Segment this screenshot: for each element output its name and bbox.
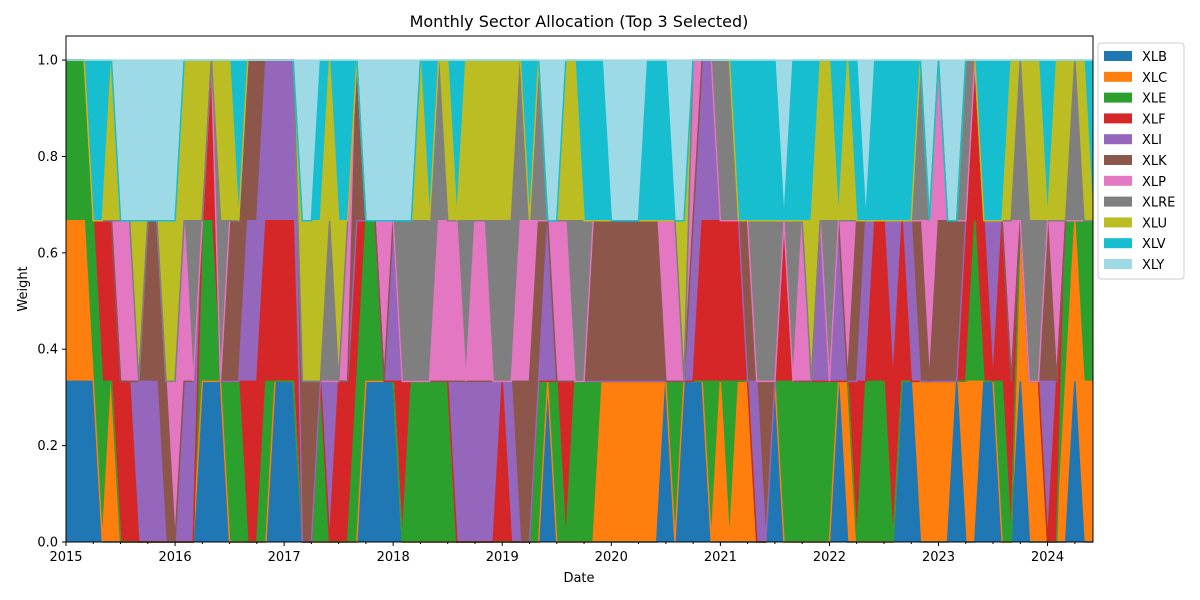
- legend-swatch-xlu: [1104, 217, 1132, 228]
- x-tick-label: 2018: [377, 550, 410, 565]
- legend-swatch-xlb: [1104, 51, 1132, 61]
- legend: XLB XLC XLE XLF XLI XLK XLP XLRE XLU XLV XLY: [1097, 42, 1185, 280]
- area-xlu: [66, 60, 1093, 382]
- legend-label-xlf: XLF: [1142, 112, 1166, 127]
- legend-label-xlb: XLB: [1142, 50, 1167, 65]
- x-axis-label: Date: [563, 571, 594, 586]
- y-tick-label: 0.2: [37, 439, 58, 454]
- y-tick-label: 0.6: [37, 246, 58, 261]
- x-tick-label: 2021: [704, 550, 737, 565]
- legend-swatch-xle: [1104, 92, 1132, 103]
- x-tick-label: 2023: [922, 550, 955, 565]
- legend-label-xli: XLI: [1142, 133, 1162, 148]
- area-layer: [66, 59, 1094, 543]
- legend-label-xlu: XLU: [1142, 216, 1167, 231]
- legend-label-xlre: XLRE: [1142, 196, 1175, 211]
- legend-swatch-xlk: [1104, 155, 1132, 165]
- legend-swatch-xly: [1104, 259, 1132, 269]
- y-tick-label: 0.8: [37, 150, 58, 165]
- area-xlk: [66, 60, 1093, 542]
- y-tick-label: 0.0: [37, 536, 58, 551]
- legend-swatch-xlp: [1104, 175, 1132, 186]
- x-tick-label: 2020: [595, 550, 628, 565]
- x-tick-label: 2019: [486, 550, 519, 565]
- legend-swatch-xlc: [1104, 71, 1132, 82]
- x-tick-label: 2015: [49, 550, 82, 565]
- legend-label-xlk: XLK: [1142, 154, 1167, 169]
- legend-label-xly: XLY: [1142, 258, 1164, 273]
- legend-label-xle: XLE: [1142, 92, 1166, 107]
- legend-label-xlc: XLC: [1142, 71, 1167, 86]
- chart-title: Monthly Sector Allocation (Top 3 Selecte…: [410, 12, 749, 31]
- y-tick-label: 1.0: [37, 54, 58, 69]
- y-axis: 0.0 0.2 0.4 0.6 0.8 1.0: [37, 54, 66, 551]
- x-tick-label: 2022: [813, 550, 846, 565]
- x-tick-label: 2017: [268, 550, 301, 565]
- legend-label-xlp: XLP: [1142, 175, 1166, 190]
- legend-swatch-xli: [1104, 134, 1132, 145]
- y-axis-label: Weight: [16, 266, 31, 311]
- legend-swatch-xlre: [1104, 196, 1132, 207]
- x-tick-label: 2024: [1031, 550, 1064, 565]
- y-tick-label: 0.4: [37, 343, 58, 358]
- area-xly: [66, 60, 1093, 221]
- area-xlf: [66, 60, 1093, 542]
- legend-label-xlv: XLV: [1142, 237, 1166, 252]
- plot-frame: [65, 35, 1094, 543]
- x-tick-label: 2016: [159, 550, 192, 565]
- legend-swatch-xlf: [1104, 113, 1132, 124]
- legend-swatch-xlv: [1104, 238, 1132, 249]
- x-axis: 2015 2016 2017 2018 2019 2020 2021 2022 2023 2024: [49, 542, 1076, 565]
